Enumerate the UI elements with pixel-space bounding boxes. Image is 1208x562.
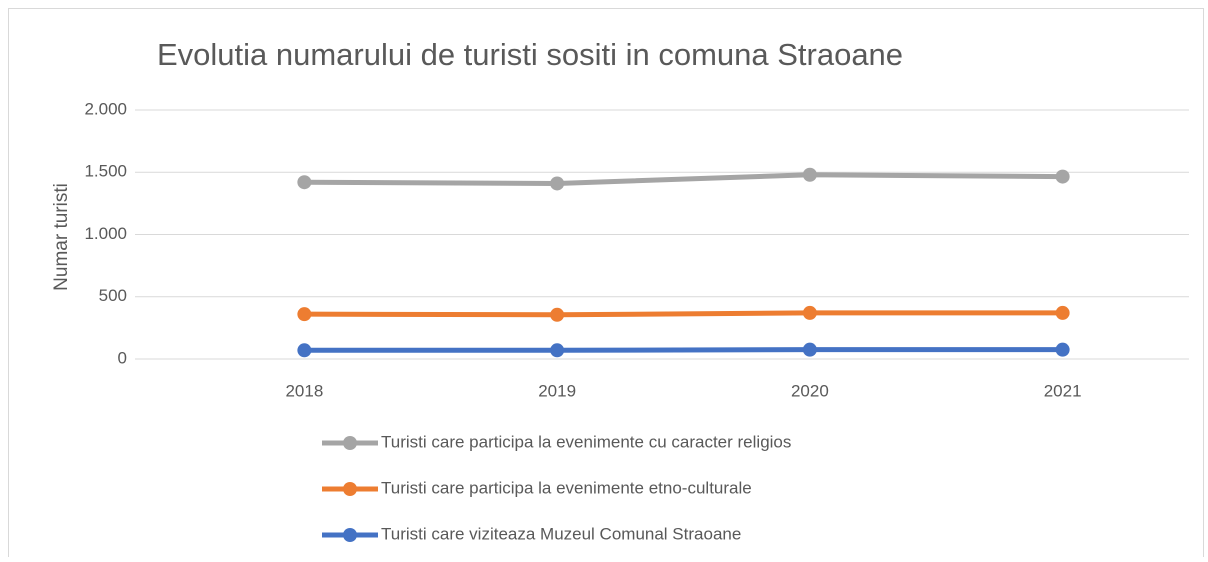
y-axis-label: Numar turisti [51, 183, 72, 291]
legend-marker [343, 482, 357, 496]
data-point [297, 175, 312, 190]
y-tick-label: 1.000 [84, 224, 127, 243]
legend-marker [343, 528, 357, 542]
x-tick-label: 2021 [1044, 381, 1082, 400]
y-tick-label: 500 [99, 286, 127, 305]
data-point [297, 343, 312, 358]
series-line [304, 347, 1063, 353]
data-point [550, 307, 565, 322]
x-tick-label: 2020 [791, 381, 829, 400]
x-tick-label: 2018 [285, 381, 323, 400]
x-tick-label: 2019 [538, 381, 576, 400]
data-point [1055, 342, 1070, 357]
data-point [550, 343, 565, 358]
data-point [802, 305, 817, 320]
legend-label: Turisti care viziteaza Muzeul Comunal St… [381, 524, 741, 543]
data-point [802, 167, 817, 182]
data-point [297, 307, 312, 322]
chart-border [8, 8, 1204, 562]
y-tick-label: 0 [118, 348, 127, 367]
legend-marker [343, 436, 357, 450]
data-point [1055, 305, 1070, 320]
chart-title: Evolutia numarului de turisti sositi in … [157, 37, 903, 72]
y-tick-label: 2.000 [84, 99, 127, 118]
data-point [1055, 169, 1070, 184]
data-point [802, 342, 817, 357]
legend-label: Turisti care participa la evenimente etn… [381, 478, 752, 497]
series-line [304, 172, 1063, 186]
y-tick-label: 1.500 [84, 162, 127, 181]
legend-label: Turisti care participa la evenimente cu … [381, 432, 791, 451]
data-point [550, 176, 565, 191]
series-line [304, 310, 1063, 318]
